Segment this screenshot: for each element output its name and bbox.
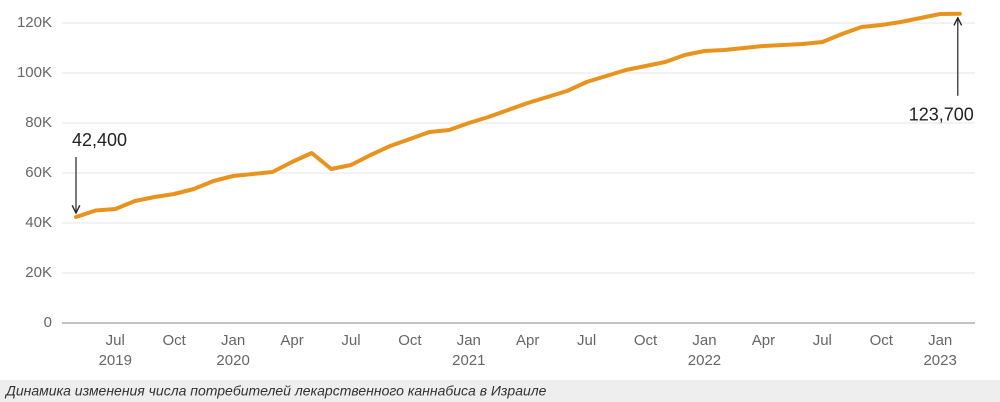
x-tick-label: Jul (106, 332, 125, 349)
y-tick-label: 40K (25, 214, 52, 231)
x-tick-label: Oct (163, 332, 187, 349)
x-tick-label: Apr (280, 332, 303, 349)
value-label: 42,400 (72, 130, 127, 150)
line (74, 11, 962, 219)
x-tick-label: Jul (341, 332, 360, 349)
x-year-label: 2021 (452, 352, 485, 369)
x-tick-label: Jan (457, 332, 481, 349)
x-tick-label: Jan (692, 332, 716, 349)
x-year-label: 2019 (99, 352, 132, 369)
y-tick-label: 80K (25, 114, 52, 131)
x-tick-label: Apr (516, 332, 539, 349)
x-tick-label: Oct (870, 332, 894, 349)
x-tick-label: Jul (813, 332, 832, 349)
y-tick-label: 120K (17, 14, 52, 31)
caption-background (0, 380, 1000, 402)
x-tick-label: Jan (928, 332, 952, 349)
x-tick-label: Apr (752, 332, 775, 349)
y-tick-label: 60K (25, 164, 52, 181)
value-label: 123,700 (909, 105, 974, 125)
x-year-label: 2023 (923, 352, 956, 369)
x-tick-label: Jul (577, 332, 596, 349)
y-tick-label: 100K (17, 64, 52, 81)
x-tick-label: Oct (634, 332, 658, 349)
y-tick-label: 20K (25, 264, 52, 281)
x-tick-label: Oct (398, 332, 422, 349)
x-year-label: 2022 (688, 352, 721, 369)
caption: Динамика изменения числа потребителей ле… (4, 383, 547, 399)
y-tick-label: 0 (44, 314, 52, 331)
x-tick-label: Jan (221, 332, 245, 349)
x-year-label: 2020 (216, 352, 249, 369)
